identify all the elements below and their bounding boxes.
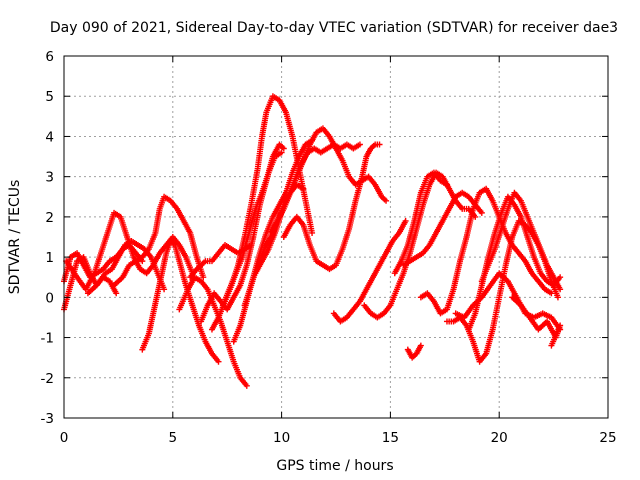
data-point-marker <box>443 181 450 188</box>
x-tick-label: 25 <box>599 430 616 446</box>
y-tick-label: -3 <box>41 411 54 427</box>
series-arc-21 <box>404 342 424 361</box>
data-point-marker <box>280 145 287 152</box>
data-point-marker <box>278 149 285 156</box>
series-arc-23 <box>443 217 561 365</box>
series-arc-6 <box>139 238 222 365</box>
plot-frame <box>63 55 609 419</box>
data-point-marker <box>557 274 564 281</box>
data-point-marker <box>402 217 409 224</box>
x-tick-label: 20 <box>491 430 508 446</box>
x-axis-label: GPS time / hours <box>276 458 393 474</box>
data-point-marker <box>113 290 120 297</box>
data-point-marker <box>557 286 564 293</box>
y-tick-label: 0 <box>45 290 54 306</box>
series-arc-16 <box>280 141 383 273</box>
chart-title: Day 090 of 2021, Sidereal Day-to-day VTE… <box>50 20 618 36</box>
axis-ticks: 0 5 10 15 20 25 -3 -2 -1 0 1 2 3 4 5 6 <box>41 49 617 446</box>
data-point-marker <box>376 141 383 148</box>
x-tick-label: 15 <box>382 430 399 446</box>
series-arc-5 <box>111 193 207 289</box>
series-arc-11 <box>219 149 285 309</box>
data-point-marker <box>161 286 168 293</box>
data-point-marker <box>215 358 222 365</box>
series-arc-9 <box>198 141 287 325</box>
y-tick-label: 5 <box>45 89 54 105</box>
y-tick-label: 1 <box>45 250 54 266</box>
series-arc-20 <box>400 189 485 269</box>
series-arc-25 <box>478 189 564 293</box>
series-arc-3 <box>63 209 196 293</box>
y-axis-label: SDTVAR / TECUs <box>7 180 23 295</box>
data-point-marker <box>243 382 250 389</box>
data-point-marker <box>417 342 424 349</box>
data-point-marker <box>554 294 561 301</box>
y-tick-label: -2 <box>41 371 54 387</box>
y-tick-label: 3 <box>45 170 54 186</box>
series-arc-15 <box>267 125 390 236</box>
data-point-marker <box>200 274 207 281</box>
x-tick-label: 0 <box>60 430 69 446</box>
data-point-marker <box>309 229 316 236</box>
y-tick-label: -1 <box>41 331 54 347</box>
data-series <box>61 93 564 389</box>
data-point-marker <box>478 209 485 216</box>
x-tick-label: 10 <box>273 430 290 446</box>
series-arc-7 <box>176 274 250 389</box>
y-tick-label: 2 <box>45 210 54 226</box>
y-tick-label: 6 <box>45 49 54 65</box>
data-point-marker <box>383 197 390 204</box>
series-arc-17 <box>330 217 409 325</box>
data-point-marker <box>548 342 555 349</box>
series-arc-27 <box>509 294 564 349</box>
y-tick-label: 4 <box>45 129 54 145</box>
data-point-marker <box>356 141 363 148</box>
data-point-marker <box>300 185 307 192</box>
series-arc-19 <box>391 169 450 277</box>
x-tick-label: 5 <box>169 430 178 446</box>
